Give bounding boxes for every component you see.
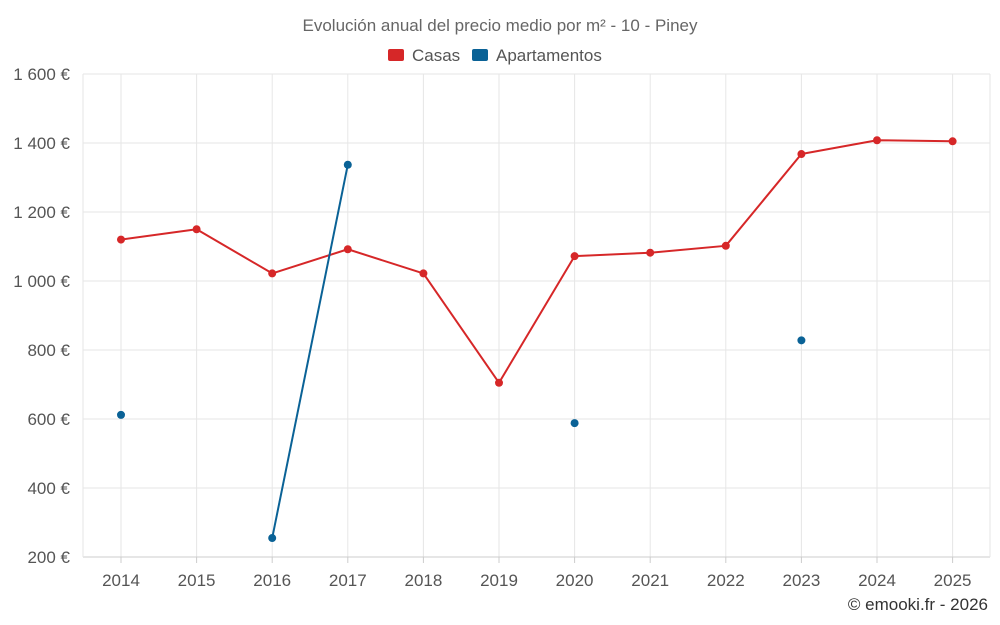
- data-point-casas[interactable]: [646, 248, 655, 257]
- y-tick-label: 1 000 €: [13, 272, 70, 291]
- legend-label-casas: Casas: [412, 46, 460, 65]
- chart-credit: © emooki.fr - 2026: [848, 595, 988, 614]
- x-tick-label: 2021: [631, 571, 669, 590]
- data-point-casas[interactable]: [873, 136, 881, 145]
- data-point-casas[interactable]: [797, 150, 806, 159]
- data-point-casas[interactable]: [343, 245, 352, 254]
- x-tick-label: 2025: [934, 571, 972, 590]
- series-line-apartamentos: [271, 164, 349, 539]
- y-tick-label: 1 400 €: [13, 134, 70, 153]
- y-tick-label: 1 200 €: [13, 203, 70, 222]
- x-tick-label: 2020: [556, 571, 594, 590]
- x-tick-label: 2023: [782, 571, 820, 590]
- data-point-casas[interactable]: [721, 241, 730, 250]
- data-point-apartamentos[interactable]: [268, 534, 277, 543]
- y-tick-label: 200 €: [27, 548, 70, 567]
- x-tick-label: 2022: [707, 571, 745, 590]
- legend-swatch-casas: [388, 49, 404, 61]
- series: [117, 136, 957, 543]
- data-point-apartamentos[interactable]: [570, 419, 579, 428]
- legend-swatch-apartamentos: [472, 49, 488, 61]
- y-tick-label: 600 €: [27, 410, 70, 429]
- data-point-apartamentos[interactable]: [797, 336, 806, 345]
- x-tick-label: 2014: [102, 571, 140, 590]
- grid: [83, 73, 990, 557]
- y-tick-label: 800 €: [27, 341, 70, 360]
- y-tick-label: 400 €: [27, 479, 70, 498]
- legend-item-apartamentos[interactable]: Apartamentos: [472, 46, 602, 65]
- x-tick-label: 2019: [480, 571, 518, 590]
- x-tick-label: 2017: [329, 571, 367, 590]
- x-tick-label: 2018: [404, 571, 442, 590]
- axes: 200 € 400 € 600 € 800 € 1 000 € 1 200 € 1 400 …: [13, 65, 991, 590]
- data-point-casas[interactable]: [495, 378, 503, 387]
- y-tick-label: 1 600 €: [13, 65, 70, 84]
- x-tick-label: 2016: [253, 571, 291, 590]
- legend-label-apartamentos: Apartamentos: [496, 46, 602, 65]
- x-tick-label: 2015: [178, 571, 216, 590]
- data-point-casas[interactable]: [192, 225, 201, 234]
- data-point-casas[interactable]: [419, 269, 428, 278]
- series-line-casas: [120, 139, 953, 384]
- x-tick-label: 2024: [858, 571, 896, 590]
- data-point-casas[interactable]: [268, 269, 277, 278]
- data-point-casas[interactable]: [948, 137, 957, 146]
- data-point-apartamentos[interactable]: [343, 160, 352, 169]
- data-point-casas[interactable]: [570, 252, 579, 261]
- data-point-apartamentos[interactable]: [117, 410, 125, 419]
- legend: Casas Apartamentos: [388, 46, 602, 65]
- legend-item-casas[interactable]: Casas: [388, 46, 460, 65]
- chart-title: Evolución anual del precio medio por m² …: [303, 16, 698, 35]
- data-point-casas[interactable]: [117, 235, 125, 244]
